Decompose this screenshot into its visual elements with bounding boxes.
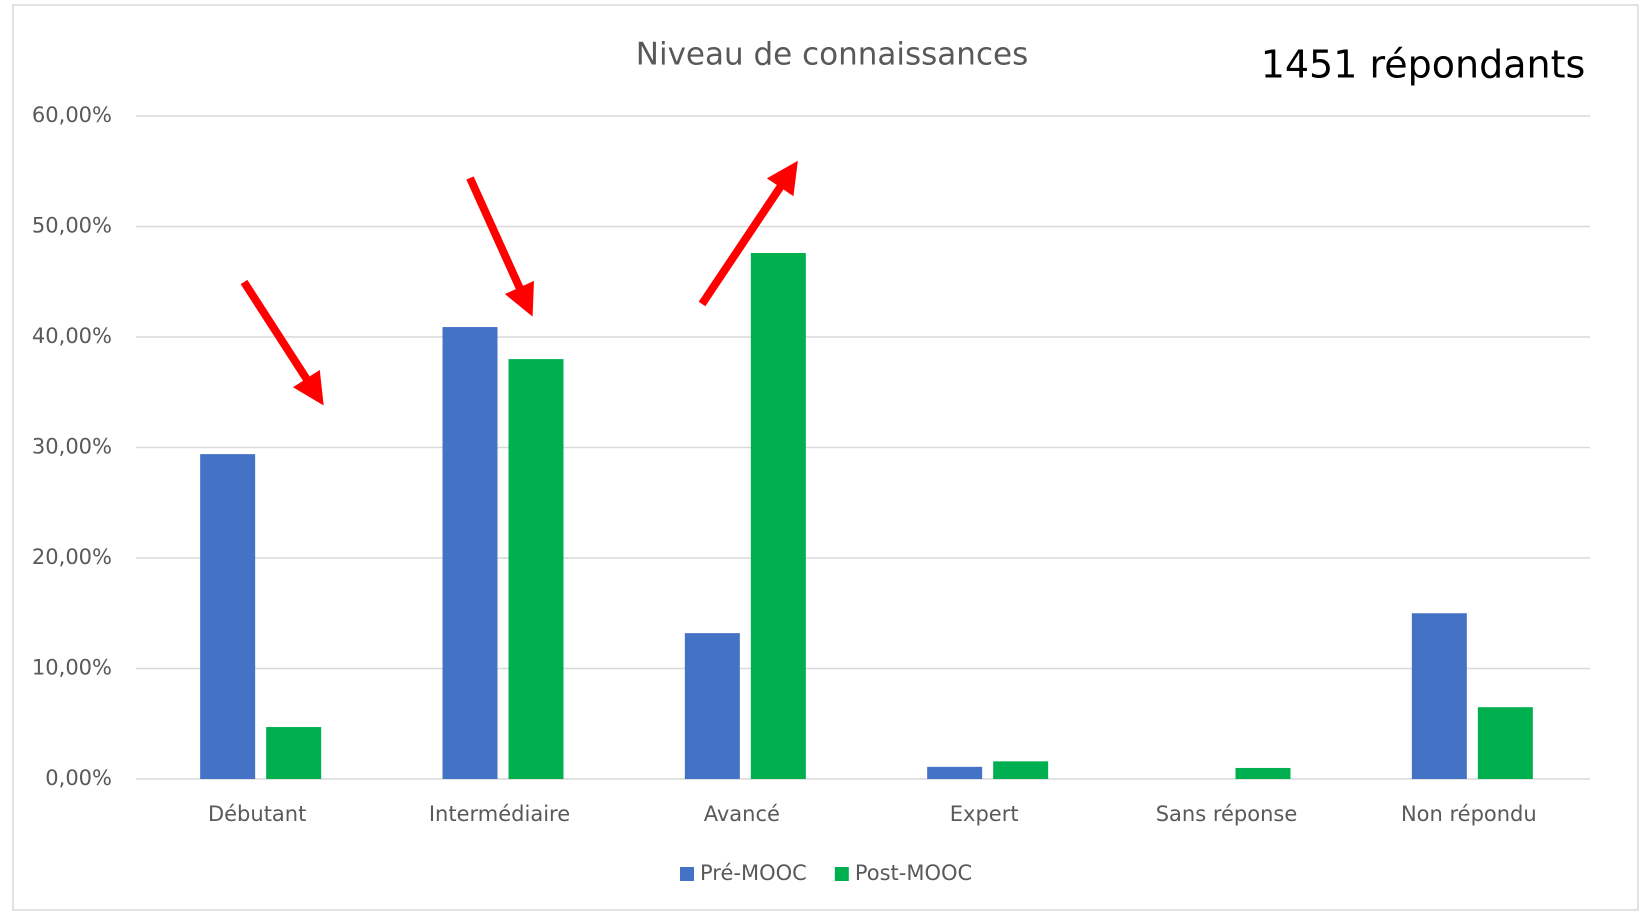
y-tick-label: 0,00% — [45, 766, 112, 790]
bar — [684, 633, 740, 779]
x-tick-label: Expert — [950, 802, 1019, 826]
bar — [1477, 707, 1533, 779]
legend-label: Post-MOOC — [855, 861, 972, 885]
y-tick-label: 50,00% — [32, 214, 112, 238]
x-tick-label: Avancé — [704, 802, 780, 826]
bar — [508, 359, 564, 779]
bar — [1411, 613, 1467, 779]
arrow — [466, 176, 534, 317]
y-tick-label: 30,00% — [32, 435, 112, 459]
annotation: 1451 répondants — [1261, 43, 1586, 87]
chart-frame — [12, 4, 1639, 911]
arrow — [240, 279, 324, 406]
y-tick-label: 40,00% — [32, 324, 112, 348]
legend-label: Pré-MOOC — [700, 861, 807, 885]
y-tick-label: 20,00% — [32, 545, 112, 569]
y-tick-label: 60,00% — [32, 103, 112, 127]
x-tick-label: Non répondu — [1401, 802, 1537, 826]
bar — [750, 253, 806, 779]
bar — [993, 761, 1049, 779]
bar — [442, 327, 498, 779]
bar — [1235, 767, 1291, 779]
y-tick-label: 10,00% — [32, 656, 112, 680]
legend-swatch — [680, 867, 694, 881]
chart-title: Niveau de connaissances — [636, 37, 1028, 73]
x-tick-label: Intermédiaire — [429, 802, 570, 826]
legend-swatch — [834, 867, 849, 881]
plot: 0,00% 10,00% 20,00% 30,00% 40,00% 50,00% 60,00… — [32, 103, 1590, 885]
arrow — [698, 160, 798, 307]
bar — [200, 454, 256, 779]
x-tick-label: Débutant — [208, 802, 306, 826]
bar — [927, 766, 983, 779]
bar — [266, 727, 322, 779]
x-tick-label: Sans réponse — [1156, 802, 1298, 826]
